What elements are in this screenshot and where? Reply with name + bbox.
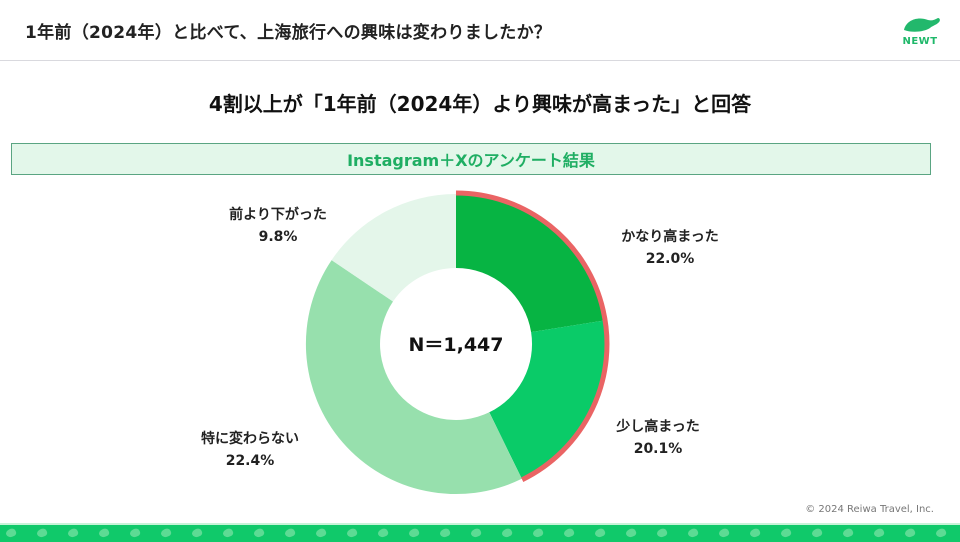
footer-pattern-leaf-icon bbox=[128, 527, 142, 539]
footer-pattern-leaf-icon bbox=[500, 527, 514, 539]
footer-pattern-leaf-icon bbox=[903, 527, 917, 539]
label-name: かなり高まった bbox=[621, 229, 719, 245]
label-sukoshi-takamatta: 少し高まった 20.1% bbox=[598, 416, 718, 460]
footer-pattern-leaf-icon bbox=[159, 527, 173, 539]
footer-pattern-leaf-icon bbox=[779, 527, 793, 539]
label-value: 22.0% bbox=[645, 251, 695, 267]
footer-pattern-leaf-icon bbox=[531, 527, 545, 539]
footer-pattern-leaf-icon bbox=[872, 527, 886, 539]
headline: 4割以上が「1年前（2024年）より興味が高まった」と回答 bbox=[208, 92, 752, 116]
label-value: 20.1% bbox=[633, 441, 683, 457]
footer-pattern-leaf-icon bbox=[314, 527, 328, 539]
sample-size-label: N＝1,447 bbox=[408, 334, 504, 356]
logo-text: NEWT bbox=[902, 36, 938, 47]
footer-pattern-leaf-icon bbox=[686, 527, 700, 539]
footer-pattern-leaf-icon bbox=[376, 527, 390, 539]
footer-pattern-leaf-icon bbox=[469, 527, 483, 539]
label-value: 22.4% bbox=[225, 453, 275, 469]
footer-pattern-leaf-icon bbox=[717, 527, 731, 539]
footer-pattern-leaf-icon bbox=[562, 527, 576, 539]
footer-pattern-leaf-icon bbox=[407, 527, 421, 539]
footer-pattern-leaf-icon bbox=[97, 527, 111, 539]
banner-text: Instagram＋Xのアンケート結果 bbox=[347, 151, 595, 170]
survey-banner: Instagram＋Xのアンケート結果 bbox=[11, 143, 931, 175]
footer-pattern-leaf-icon bbox=[345, 527, 359, 539]
footer-pattern-leaf-icon bbox=[66, 527, 80, 539]
segment-kanari-takamatta bbox=[456, 193, 605, 333]
footer-pattern-leaf-icon bbox=[283, 527, 297, 539]
footer-pattern-leaf-icon bbox=[221, 527, 235, 539]
footer-pattern-leaf-icon bbox=[841, 527, 855, 539]
footer-pattern-leaf-icon bbox=[35, 527, 49, 539]
label-value: 9.8% bbox=[258, 229, 298, 245]
footer-pattern-leaf-icon bbox=[810, 527, 824, 539]
label-name: 特に変わらない bbox=[201, 431, 299, 447]
footer-pattern-leaf-icon bbox=[934, 527, 948, 539]
highlight-arc bbox=[455, 190, 610, 482]
label-name: 少し高まった bbox=[616, 419, 700, 435]
newt-logo: NEWT bbox=[896, 12, 944, 50]
footer-pattern-leaf-icon bbox=[593, 527, 607, 539]
label-kanari-takamatta: かなり高まった 22.0% bbox=[600, 226, 740, 270]
segment-toku-ni-kawaranai bbox=[305, 260, 522, 495]
footer-pattern-leaf-icon bbox=[438, 527, 452, 539]
footer-pattern-leaf-icon bbox=[655, 527, 669, 539]
page-question-title: 1年前（2024年）と比べて、上海旅行への興味は変わりましたか？ bbox=[25, 23, 552, 43]
segment-mae-yori-sagatta bbox=[331, 194, 456, 302]
copyright: © 2024 Reiwa Travel, Inc. bbox=[805, 504, 934, 515]
footer-pattern-leaf-icon bbox=[4, 527, 18, 539]
label-name: 前より下がった bbox=[229, 207, 327, 223]
newt-turtle-icon bbox=[904, 18, 940, 32]
segment-sukoshi-takamatta bbox=[489, 320, 607, 479]
label-toku-ni-kawaranai: 特に変わらない 22.4% bbox=[180, 428, 320, 472]
footer-pattern-leaf-icon bbox=[252, 527, 266, 539]
footer-bar bbox=[0, 523, 960, 542]
footer-pattern-leaf-icon bbox=[624, 527, 638, 539]
footer-pattern-leaf-icon bbox=[748, 527, 762, 539]
label-mae-yori-sagatta: 前より下がった 9.8% bbox=[218, 204, 338, 248]
footer-pattern-leaf-icon bbox=[190, 527, 204, 539]
header: 1年前（2024年）と比べて、上海旅行への興味は変わりましたか？ NEWT bbox=[0, 0, 960, 60]
header-divider bbox=[0, 60, 960, 61]
